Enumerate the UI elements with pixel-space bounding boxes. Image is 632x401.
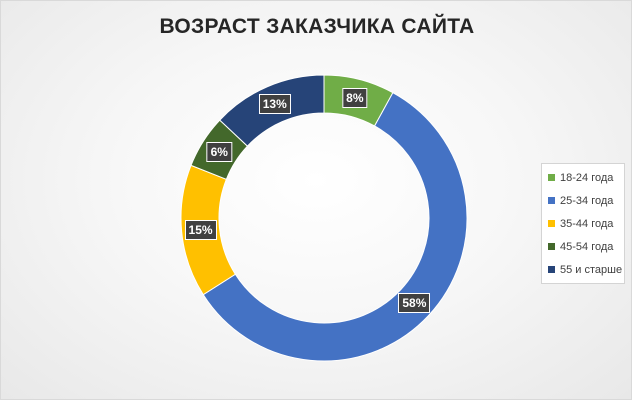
legend-swatch-3 <box>548 220 555 227</box>
legend-swatch-1 <box>548 174 555 181</box>
legend-item-5: 55 и старше <box>548 258 622 281</box>
chart-title: ВОЗРАСТ ЗАКАЗЧИКА САЙТА <box>159 15 475 38</box>
data-label-5: 13% <box>258 94 291 115</box>
legend-swatch-2 <box>548 197 555 204</box>
legend-swatch-5 <box>548 266 555 273</box>
legend-label-2: 25-34 года <box>560 194 614 207</box>
legend: 18-24 года 25-34 года 35-44 года 45-54 года… <box>541 163 625 284</box>
data-label-2: 58% <box>398 292 431 313</box>
legend-item-4: 45-54 года <box>548 235 618 258</box>
legend-swatch-4 <box>548 243 555 250</box>
legend-label-5: 55 и старше <box>560 263 623 276</box>
legend-label-1: 18-24 года <box>560 171 614 184</box>
data-label-4: 6% <box>206 141 232 162</box>
data-label-3: 15% <box>184 219 217 240</box>
legend-label-3: 35-44 года <box>560 217 614 230</box>
legend-item-2: 25-34 года <box>548 189 618 212</box>
data-label-1: 8% <box>342 87 368 108</box>
legend-item-1: 18-24 года <box>548 166 618 189</box>
legend-item-3: 35-44 года <box>548 212 618 235</box>
legend-label-4: 45-54 года <box>560 240 614 253</box>
